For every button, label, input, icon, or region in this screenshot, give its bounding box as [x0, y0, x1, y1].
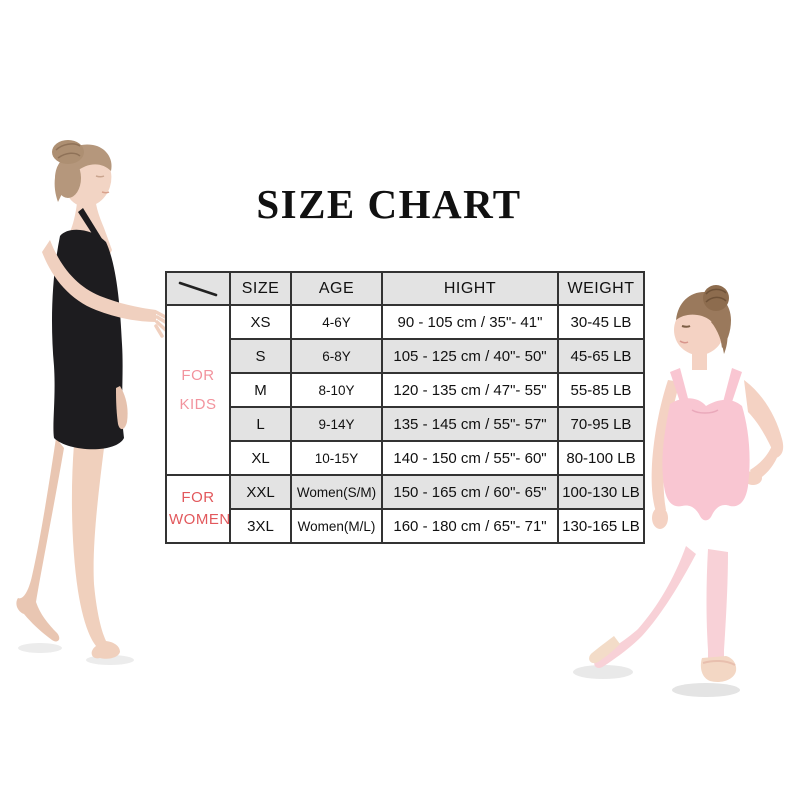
table-row-3xl: 3XL Women(M/L) 160 - 180 cm / 65"- 71" 1…	[166, 508, 645, 544]
adult-ballerina-model-image	[16, 140, 174, 665]
cell-height: 140 - 150 cm / 55"- 60"	[381, 440, 559, 476]
cell-weight: 80-100 LB	[557, 440, 645, 476]
cell-height: 160 - 180 cm / 65"- 71"	[381, 508, 559, 544]
cell-age: 9-14Y	[290, 406, 383, 442]
table-row-xxl: FOR WOMEN XXL Women(S/M) 150 - 165 cm / …	[165, 474, 645, 544]
table-row-xl: XL 10-15Y 140 - 150 cm / 55"- 60" 80-100…	[166, 440, 645, 476]
cell-size: M	[229, 372, 292, 408]
cell-height: 90 - 105 cm / 35"- 41"	[381, 304, 559, 340]
cell-age: 10-15Y	[290, 440, 383, 476]
cell-age: 8-10Y	[290, 372, 383, 408]
table-header-row: SIZE AGE HIGHT WEIGHT	[165, 271, 645, 306]
cell-size: 3XL	[229, 508, 292, 544]
column-header-height: HIGHT	[381, 271, 559, 306]
table-row-s: S 6-8Y 105 - 125 cm / 40"- 50" 45-65 LB	[166, 338, 645, 374]
cell-weight: 70-95 LB	[557, 406, 645, 442]
cell-weight: 30-45 LB	[557, 304, 645, 340]
table-row-m: M 8-10Y 120 - 135 cm / 47"- 55" 55-85 LB	[166, 372, 645, 408]
cell-weight: 55-85 LB	[557, 372, 645, 408]
page-title: SIZE CHART	[256, 181, 522, 227]
cell-age: 6-8Y	[290, 338, 383, 374]
column-header-size: SIZE	[229, 271, 292, 306]
cell-age: Women(M/L)	[290, 508, 383, 544]
size-chart-table: SIZE AGE HIGHT WEIGHT FOR KIDS XS 4-6Y 9…	[165, 271, 645, 544]
cell-age: 4-6Y	[290, 304, 383, 340]
cell-size: XL	[229, 440, 292, 476]
cell-size: L	[229, 406, 292, 442]
cell-weight: 45-65 LB	[557, 338, 645, 374]
cell-size: XXL	[229, 474, 292, 510]
cell-weight: 100-130 LB	[557, 474, 645, 510]
table-row-l: L 9-14Y 135 - 145 cm / 55"- 57" 70-95 LB	[166, 406, 645, 442]
corner-cell	[165, 271, 231, 306]
cell-weight: 130-165 LB	[557, 508, 645, 544]
cell-size: S	[229, 338, 292, 374]
column-header-weight: WEIGHT	[557, 271, 645, 306]
group-label-for-kids: FOR KIDS	[165, 304, 231, 476]
cell-age: Women(S/M)	[290, 474, 383, 510]
group-label-for-women: FOR WOMEN	[165, 474, 231, 544]
cell-height: 135 - 145 cm / 55"- 57"	[381, 406, 559, 442]
cell-size: XS	[229, 304, 292, 340]
cell-height: 105 - 125 cm / 40"- 50"	[381, 338, 559, 374]
table-row-xs: FOR KIDS XS 4-6Y 90 - 105 cm / 35"- 41" …	[165, 304, 645, 476]
column-header-age: AGE	[290, 271, 383, 306]
cell-height: 120 - 135 cm / 47"- 55"	[381, 372, 559, 408]
child-ballerina-model-image	[573, 285, 784, 697]
cell-height: 150 - 165 cm / 60"- 65"	[381, 474, 559, 510]
diagonal-line-icon	[178, 281, 218, 296]
